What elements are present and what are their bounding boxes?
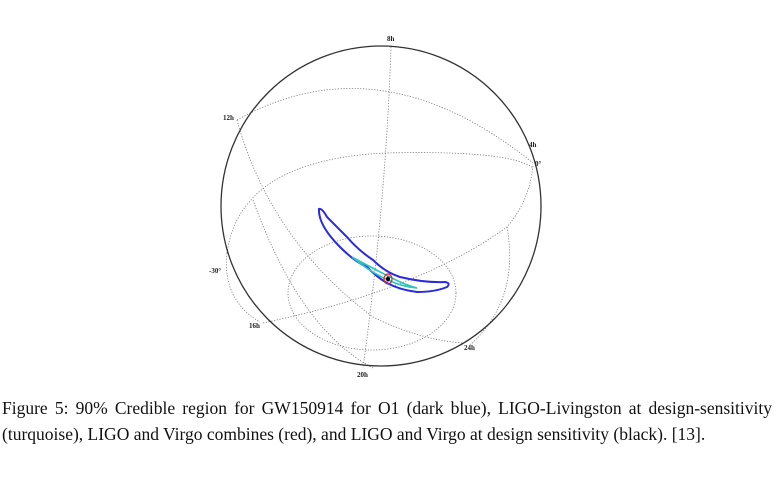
label-0deg: 0° <box>535 160 542 168</box>
contour-ligo-virgo-design-black <box>386 276 390 282</box>
meridian-12h-24h <box>236 119 464 344</box>
label-minus30deg: -30° <box>209 267 221 275</box>
label-12h: 12h <box>223 114 234 122</box>
label-24h: 24h <box>464 344 475 352</box>
arc-right <box>469 226 510 346</box>
sky-boundary <box>220 45 542 367</box>
equator-parallel <box>226 152 534 323</box>
contour-ligo-virgo-red <box>383 273 393 285</box>
upper-parallel <box>236 88 534 164</box>
label-4h: 4h <box>529 141 537 149</box>
figure-caption: Figure 5: 90% Credible region for GW1509… <box>2 398 772 444</box>
meridian-16h <box>262 164 534 324</box>
label-16h: 16h <box>249 322 260 330</box>
small-parallel <box>287 235 457 351</box>
label-8h: 8h <box>387 35 395 43</box>
arc-left <box>252 199 374 369</box>
label-20h: 20h <box>357 371 368 379</box>
sky-map-figure: 8h 12h 4h 0° -30° 16h 24h 20h <box>209 35 542 379</box>
contour-livingston-turquoise <box>351 256 418 289</box>
meridian-8h-20h <box>362 46 392 369</box>
graticule <box>226 46 534 369</box>
